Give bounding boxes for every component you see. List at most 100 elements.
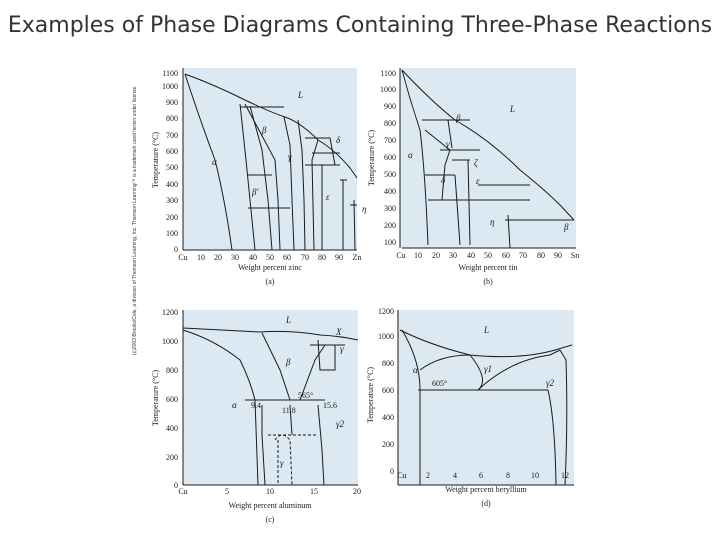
- c-phase-gamma: γ: [340, 344, 344, 354]
- c-annot-94: 9.4: [251, 401, 261, 410]
- d-ytick-3: 600: [382, 386, 394, 395]
- d-caption: (d): [481, 499, 491, 508]
- a-phase-epsilon: ε: [326, 192, 330, 202]
- panel-c-text: 0 200 400 600 800 1000 1200 Cu 5 10 15 2…: [151, 308, 361, 524]
- d-xtick-0: Cu: [397, 471, 406, 480]
- c-annot-156: 15.6: [323, 401, 337, 410]
- c-phase-gammalow: γ: [280, 458, 284, 468]
- b-xtick-7: 70: [519, 251, 527, 260]
- a-xtick-8: 80: [318, 253, 326, 262]
- a-phase-L: L: [297, 90, 303, 100]
- a-ytick-8: 800: [166, 114, 178, 123]
- d-ytick-0: 0: [390, 467, 394, 476]
- c-phase-beta: β: [285, 357, 291, 367]
- c-xtick-3: 15: [310, 487, 318, 496]
- c-annot-565: 565°: [298, 391, 313, 400]
- b-xtick-10: Sn: [571, 251, 579, 260]
- a-ytick-11: 1100: [162, 69, 178, 78]
- c-ytick-3: 600: [166, 395, 178, 404]
- panel-d-text: 0 200 400 600 800 1000 1200 Cu 2 4 6 8 1…: [366, 307, 569, 508]
- c-xtick-4: 20: [353, 487, 361, 496]
- b-ylabel: Temperature (°C): [367, 130, 376, 187]
- a-xtick-0: Cu: [178, 253, 187, 262]
- a-phase-gamma: γ: [288, 152, 292, 162]
- a-ytick-7: 700: [166, 131, 178, 140]
- a-phase-beta: β: [261, 125, 267, 135]
- d-xtick-4: 8: [506, 471, 510, 480]
- b-caption: (b): [483, 277, 493, 286]
- b-phase-zeta: ζ: [474, 158, 479, 168]
- b-xlabel: Weight percent tin: [459, 263, 518, 272]
- b-ytick-10: 1100: [380, 69, 396, 78]
- c-caption: (c): [266, 515, 275, 524]
- c-xtick-0: Cu: [178, 487, 187, 496]
- b-xtick-2: 20: [432, 251, 440, 260]
- panel-a: [182, 68, 358, 251]
- b-ytick-0: 100: [384, 238, 396, 247]
- d-xtick-2: 4: [453, 471, 457, 480]
- b-ytick-6: 700: [384, 136, 396, 145]
- a-xlabel: Weight percent zinc: [238, 263, 302, 272]
- b-phase-beta2: β: [563, 222, 569, 232]
- d-ytick-1: 200: [382, 440, 394, 449]
- a-ytick-9: 900: [166, 98, 178, 107]
- c-phase-L: L: [285, 315, 291, 325]
- b-phase-eta: η: [490, 217, 495, 227]
- b-xtick-6: 60: [502, 251, 510, 260]
- panel-b-text: 100 200 300 400 500 600 700 800 900 1000…: [367, 69, 579, 286]
- d-ytick-4: 800: [382, 359, 394, 368]
- a-xtick-9: 90: [335, 253, 343, 262]
- b-xtick-3: 30: [449, 251, 457, 260]
- c-xtick-2: 10: [266, 487, 274, 496]
- d-xtick-6: 12: [561, 471, 569, 480]
- a-xtick-4: 40: [249, 253, 257, 262]
- c-phase-alpha: α: [232, 400, 237, 410]
- b-ytick-3: 400: [384, 187, 396, 196]
- d-xtick-3: 6: [479, 471, 483, 480]
- a-ytick-2: 200: [166, 213, 178, 222]
- panel-d: [397, 310, 574, 486]
- d-annot-605: 605°: [432, 379, 447, 388]
- b-phase-delta: δ: [441, 175, 446, 185]
- b-ytick-8: 900: [384, 102, 396, 111]
- a-phase-eta: η: [362, 204, 367, 214]
- a-xtick-1: 10: [197, 253, 205, 262]
- panel-a-text: 0 100 200 300 400 500 600 700 800 900 10…: [151, 69, 367, 286]
- b-phase-epsilon: ε: [476, 176, 480, 186]
- b-xtick-4: 40: [467, 251, 475, 260]
- c-ytick-1: 200: [166, 453, 178, 462]
- c-ytick-4: 800: [166, 366, 178, 375]
- c-xlabel: Weight percent aluminum: [229, 501, 313, 510]
- a-caption: (a): [266, 277, 275, 286]
- c-ytick-5: 1000: [162, 337, 178, 346]
- c-xtick-1: 5: [225, 487, 229, 496]
- b-ytick-1: 200: [384, 221, 396, 230]
- d-phase-alpha: α: [413, 365, 418, 375]
- b-phase-beta: β: [455, 113, 461, 123]
- a-xtick-2: 20: [214, 253, 222, 262]
- a-ytick-0: 0: [174, 245, 178, 254]
- d-xlabel: Weight percent beryllium: [445, 485, 527, 494]
- c-ytick-6: 1200: [162, 308, 178, 317]
- d-phase-gamma2: γ2: [546, 378, 555, 388]
- c-phase-chi: X: [335, 327, 342, 337]
- c-annot-118: 11.8: [282, 406, 296, 415]
- a-ytick-4: 400: [166, 180, 178, 189]
- d-ylabel: Temperature (°C): [366, 367, 375, 424]
- b-xtick-5: 50: [484, 251, 492, 260]
- panel-b: [399, 68, 576, 249]
- b-xtick-8: 80: [537, 251, 545, 260]
- a-ytick-5: 500: [166, 163, 178, 172]
- b-ytick-9: 1000: [380, 85, 396, 94]
- a-xtick-5: 50: [266, 253, 274, 262]
- d-ytick-6: 1200: [378, 307, 394, 316]
- a-phase-delta: δ: [336, 135, 341, 145]
- d-phase-gamma1: γ1: [484, 364, 492, 374]
- b-xtick-9: 90: [554, 251, 562, 260]
- c-ytick-2: 400: [166, 424, 178, 433]
- c-phase-gamma2: γ2: [336, 419, 345, 429]
- panel-c: [182, 310, 359, 486]
- d-ytick-5: 1000: [378, 332, 394, 341]
- b-ytick-5: 600: [384, 153, 396, 162]
